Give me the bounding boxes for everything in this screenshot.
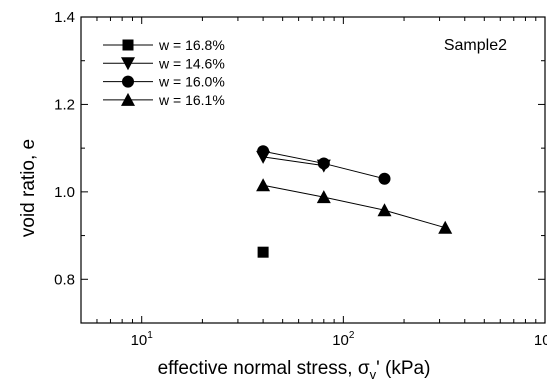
y-tick-label: 1.0 xyxy=(54,184,75,201)
x-tick-label-base: 10 xyxy=(332,332,349,349)
legend-marker xyxy=(121,92,135,106)
data-point xyxy=(257,145,270,158)
plot-frame xyxy=(80,16,546,324)
data-point xyxy=(438,220,453,234)
axes xyxy=(80,16,546,324)
y-tick-label: 0.8 xyxy=(54,271,75,288)
legend-label: w = 14.6% xyxy=(158,55,225,71)
series-line xyxy=(263,156,324,167)
series-line xyxy=(263,184,446,229)
legend: w = 16.8% w = 14.6% w = 16.0% w = 16.1% xyxy=(103,37,225,108)
legend-label: w = 16.0% xyxy=(158,74,225,90)
x-tick-label: 102 xyxy=(332,330,355,349)
y-tick-label: 1.2 xyxy=(54,96,75,113)
legend-label: w = 16.8% xyxy=(158,37,225,53)
data-point xyxy=(256,178,271,192)
x-tick-label: 101 xyxy=(131,330,154,349)
x-axis-label: effective normal stress, σv' (kPa) xyxy=(158,358,431,382)
legend-marker xyxy=(121,57,135,71)
data-point xyxy=(317,157,330,170)
ticks: 1011021030.81.01.21.4 xyxy=(54,9,547,349)
x-tick-label-base: 10 xyxy=(534,332,547,349)
y-axis-label: void ratio, e xyxy=(18,139,39,237)
y-tick-label: 1.4 xyxy=(54,9,75,26)
legend-marker xyxy=(122,75,134,88)
x-tick-label-exponent: 2 xyxy=(349,330,355,341)
legend-label: w = 16.1% xyxy=(158,92,225,108)
x-tick-label-base: 10 xyxy=(131,332,148,349)
data-point xyxy=(316,190,331,204)
data-point xyxy=(377,203,392,217)
x-axis-label-subscript: v xyxy=(370,367,377,382)
x-axis-label-suffix: ' (kPa) xyxy=(376,358,430,379)
x-axis-label-main: effective normal stress, σ xyxy=(158,358,370,379)
x-tick-label-exponent: 1 xyxy=(147,330,153,341)
x-tick-label: 103 xyxy=(534,330,547,349)
sample-annotation: Sample2 xyxy=(444,37,507,54)
data-point xyxy=(257,246,269,258)
data-series xyxy=(256,145,453,258)
legend-marker xyxy=(122,39,134,51)
data-point xyxy=(378,172,391,185)
